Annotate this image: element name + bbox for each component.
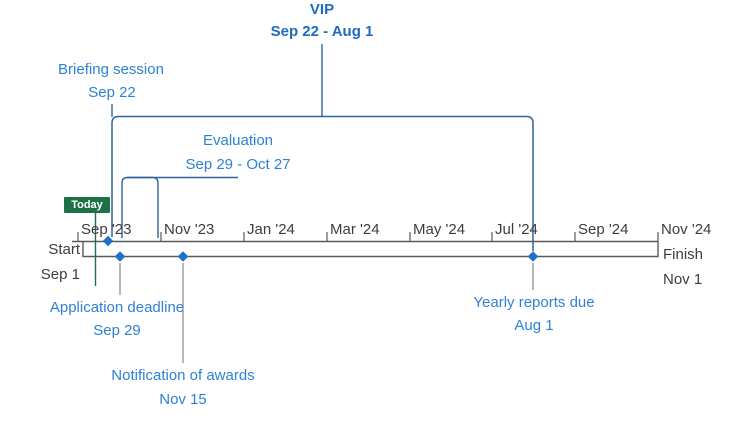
axis-month-label: Nov '23 [164,221,215,238]
milestone-diamond-application[interactable] [114,251,126,262]
axis-month-label: May '24 [413,221,466,238]
today-marker[interactable]: Today [64,197,110,213]
month-ticks [77,232,659,242]
axis-month-label: Sep '23 [81,221,132,238]
evaluation-span-bracket[interactable] [121,176,159,239]
yearly-date: Aug 1 [514,317,554,334]
milestone-diamond-notification[interactable] [177,251,189,262]
evaluation-label: Evaluation [202,132,274,149]
finish-date: Nov 1 [663,271,703,288]
axis-month-label: Sep '24 [578,221,629,238]
axis-month-label: Jul '24 [495,221,538,238]
axis-month-label: Mar '24 [330,221,380,238]
axis-month-label: Jan '24 [247,221,295,238]
milestone-diamond-briefing[interactable] [102,235,114,247]
briefing-label: Briefing session [58,61,164,78]
project-span-bar [82,241,659,258]
application-label: Application deadline [49,299,185,316]
milestone-diamond-yearly[interactable] [527,251,539,262]
vip-span-bracket[interactable] [111,115,534,252]
start-date: Sep 1 [40,266,80,283]
vip-date-range: Sep 22 - Aug 1 [270,23,374,40]
finish-label: Finish [663,246,704,263]
evaluation-date-range: Sep 29 - Oct 27 [185,156,291,173]
notification-date: Nov 15 [159,391,207,408]
yearly-label: Yearly reports due [473,294,595,311]
application-date: Sep 29 [93,322,141,339]
start-label: Start [48,241,80,258]
notification-label: Notification of awards [111,367,255,384]
vip-title: VIP [309,1,335,18]
axis-month-label: Nov '24 [661,221,712,238]
briefing-date: Sep 22 [88,84,136,101]
